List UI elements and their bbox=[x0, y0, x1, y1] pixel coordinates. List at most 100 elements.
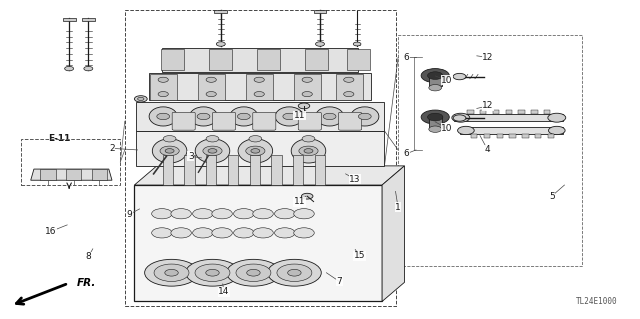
Circle shape bbox=[186, 259, 239, 286]
FancyBboxPatch shape bbox=[253, 112, 276, 130]
Circle shape bbox=[157, 113, 170, 120]
Bar bbox=[518, 110, 525, 114]
Text: 16: 16 bbox=[45, 227, 57, 236]
Circle shape bbox=[288, 269, 301, 276]
Circle shape bbox=[152, 228, 172, 238]
Circle shape bbox=[301, 193, 313, 199]
Circle shape bbox=[268, 259, 321, 286]
Text: 1: 1 bbox=[396, 203, 401, 212]
Bar bbox=[134, 185, 382, 301]
Circle shape bbox=[134, 96, 147, 102]
Circle shape bbox=[206, 92, 216, 97]
Circle shape bbox=[145, 259, 198, 286]
Bar bbox=[136, 102, 384, 131]
Bar bbox=[460, 127, 563, 134]
Circle shape bbox=[323, 113, 336, 120]
Ellipse shape bbox=[195, 139, 230, 163]
Text: 7: 7 bbox=[337, 277, 342, 286]
Bar bbox=[484, 134, 490, 138]
FancyBboxPatch shape bbox=[339, 112, 362, 130]
Bar bbox=[429, 116, 442, 128]
Ellipse shape bbox=[291, 139, 326, 163]
Circle shape bbox=[152, 209, 172, 219]
Circle shape bbox=[212, 228, 232, 238]
Bar bbox=[305, 49, 328, 70]
Circle shape bbox=[237, 113, 250, 120]
Bar bbox=[250, 155, 260, 185]
Circle shape bbox=[358, 113, 371, 120]
Circle shape bbox=[158, 92, 168, 97]
FancyBboxPatch shape bbox=[212, 112, 236, 130]
Bar bbox=[21, 139, 120, 185]
Bar bbox=[454, 114, 563, 121]
Bar bbox=[467, 110, 474, 114]
Text: E-11: E-11 bbox=[49, 134, 70, 143]
Ellipse shape bbox=[351, 107, 379, 126]
Text: TL24E1000: TL24E1000 bbox=[576, 297, 618, 306]
Bar bbox=[66, 169, 81, 180]
Circle shape bbox=[65, 66, 74, 71]
Text: FR.: FR. bbox=[77, 278, 96, 288]
Polygon shape bbox=[31, 169, 112, 180]
Circle shape bbox=[206, 269, 220, 276]
Circle shape bbox=[163, 136, 176, 142]
Bar bbox=[246, 74, 273, 100]
Bar bbox=[336, 74, 363, 100]
Circle shape bbox=[275, 209, 295, 219]
Bar bbox=[63, 18, 76, 21]
Bar bbox=[149, 73, 371, 100]
Bar bbox=[136, 131, 384, 166]
Circle shape bbox=[165, 269, 178, 276]
Ellipse shape bbox=[421, 110, 449, 124]
Bar bbox=[209, 49, 232, 70]
Bar bbox=[531, 110, 538, 114]
Bar bbox=[429, 75, 442, 86]
Bar bbox=[315, 155, 325, 185]
Circle shape bbox=[138, 97, 144, 100]
Circle shape bbox=[227, 259, 280, 286]
Text: 10: 10 bbox=[441, 76, 452, 85]
Circle shape bbox=[428, 113, 443, 121]
Bar bbox=[522, 134, 529, 138]
Circle shape bbox=[344, 77, 354, 82]
Text: 15: 15 bbox=[354, 251, 365, 260]
Bar bbox=[198, 74, 225, 100]
Text: 11: 11 bbox=[294, 111, 305, 120]
Ellipse shape bbox=[316, 107, 344, 126]
Circle shape bbox=[275, 228, 295, 238]
Ellipse shape bbox=[152, 139, 187, 163]
Circle shape bbox=[429, 126, 442, 132]
Bar bbox=[544, 110, 550, 114]
Bar bbox=[293, 155, 303, 185]
Bar bbox=[161, 49, 184, 70]
Bar bbox=[548, 134, 554, 138]
Polygon shape bbox=[134, 166, 404, 185]
Text: 2: 2 bbox=[109, 144, 115, 153]
Circle shape bbox=[283, 113, 296, 120]
Circle shape bbox=[458, 126, 474, 135]
Circle shape bbox=[254, 77, 264, 82]
Circle shape bbox=[429, 85, 442, 91]
Bar bbox=[125, 10, 396, 306]
Text: 12: 12 bbox=[482, 53, 493, 62]
Circle shape bbox=[548, 113, 566, 122]
Bar bbox=[92, 169, 107, 180]
Circle shape bbox=[247, 269, 260, 276]
Circle shape bbox=[206, 136, 219, 142]
Circle shape bbox=[302, 92, 312, 97]
Text: 6: 6 bbox=[404, 149, 409, 158]
Circle shape bbox=[195, 264, 230, 281]
Ellipse shape bbox=[238, 139, 273, 163]
Bar bbox=[40, 169, 56, 180]
Circle shape bbox=[548, 126, 565, 135]
Text: 13: 13 bbox=[349, 175, 361, 184]
Circle shape bbox=[353, 42, 361, 46]
Circle shape bbox=[171, 228, 191, 238]
Circle shape bbox=[206, 77, 216, 82]
Ellipse shape bbox=[189, 107, 218, 126]
Bar bbox=[509, 134, 516, 138]
Circle shape bbox=[294, 228, 314, 238]
Circle shape bbox=[158, 77, 168, 82]
Circle shape bbox=[253, 209, 273, 219]
Text: 9: 9 bbox=[127, 210, 132, 219]
